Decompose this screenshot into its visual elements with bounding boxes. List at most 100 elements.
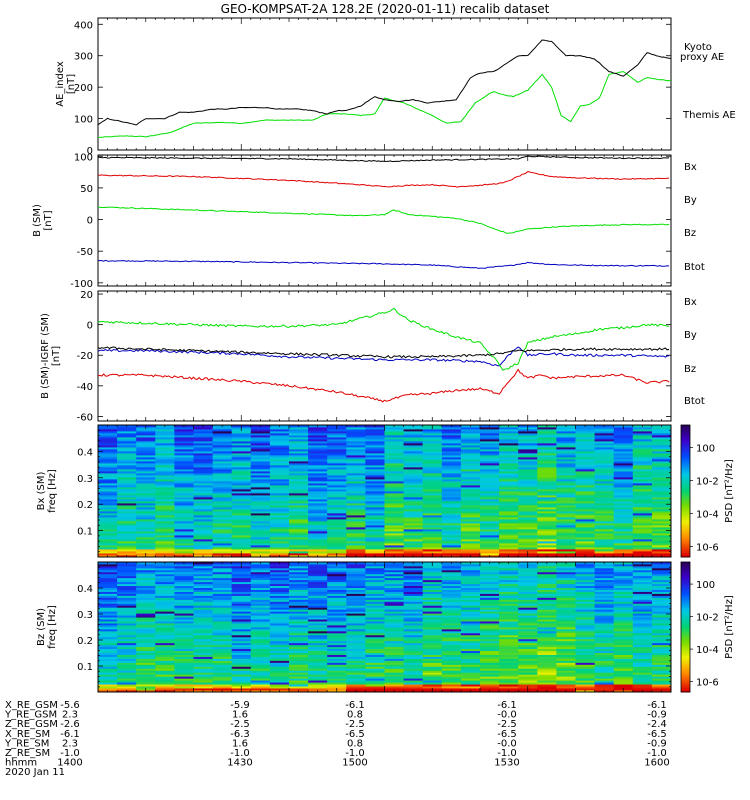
bx_spec-cell: [651, 429, 672, 432]
bz_spec-cell: [365, 603, 385, 606]
bx_spec-cell: [365, 449, 385, 452]
bz_spec-cell: [308, 593, 328, 596]
bx_spec-cell: [155, 507, 175, 510]
bz_spec-cell: [289, 660, 309, 663]
bz_spec-cell: [212, 664, 233, 667]
bz_spec-cell: [346, 674, 366, 677]
bx_spec-cell: [537, 553, 557, 556]
bz_spec-cell: [594, 591, 615, 594]
bx_spec-cell: [174, 449, 194, 452]
bx_spec-cell: [136, 457, 156, 460]
bx_spec-cell: [594, 431, 615, 434]
bx_spec-colorbar-seg: [681, 497, 690, 501]
bx_spec-cell: [632, 455, 653, 458]
bx_spec-cell: [193, 551, 214, 554]
bx_spec-cell: [537, 521, 557, 524]
bx_spec-cell: [422, 521, 443, 524]
bz_spec-cell: [499, 640, 519, 644]
bx_spec-cell: [480, 429, 500, 432]
bx_spec-cell: [98, 481, 118, 484]
bx_spec-cell: [98, 539, 118, 542]
bz_spec-cell: [231, 630, 252, 634]
bz_spec-cell: [308, 589, 328, 592]
bz_spec-cell: [155, 595, 175, 598]
bz_spec-cell: [327, 684, 347, 687]
bz_spec-cell: [98, 634, 118, 638]
bx_spec-cell: [613, 429, 634, 432]
bz_spec-cell: [575, 603, 596, 606]
bx_spec-cell: [117, 529, 137, 532]
bz_spec-cell: [231, 589, 252, 592]
bz_spec-cell: [174, 621, 194, 624]
bx_spec-cell: [499, 491, 519, 494]
bz_spec-colorbar-seg: [681, 646, 690, 650]
bz_spec-cell: [136, 621, 156, 624]
bx_spec-cell: [193, 523, 214, 526]
bz_spec-cell: [575, 571, 596, 575]
bx_spec-cell: [346, 503, 366, 506]
bz_spec-cell: [269, 670, 290, 673]
bx_spec-cell: [422, 517, 443, 520]
bx_spec-cell: [460, 535, 481, 538]
bz_spec-cell: [98, 571, 118, 575]
bz_spec-cell: [384, 567, 405, 571]
bz_spec-cell: [632, 662, 653, 665]
bz_spec-cell: [308, 603, 328, 606]
bz_spec-cell: [460, 579, 481, 583]
bx_spec-cell: [460, 537, 481, 540]
bz_spec-cell: [575, 660, 596, 663]
bz_spec-cell: [422, 640, 443, 644]
bz_spec-cell: [174, 577, 194, 581]
bx_spec-cell: [136, 451, 156, 454]
bx_spec-cell: [651, 513, 672, 516]
bz_spec-cell: [346, 567, 366, 571]
bx_spec-cell: [346, 431, 366, 434]
bx_spec-cell: [575, 529, 596, 532]
bz_spec-cell: [327, 569, 347, 573]
bz_spec-cell: [269, 623, 290, 626]
bx_spec-cell: [441, 447, 462, 450]
bx_spec-cell: [594, 511, 615, 514]
bx_spec-cell: [308, 437, 328, 440]
bx_spec-cell: [613, 509, 634, 512]
bx_spec-cell: [441, 427, 462, 430]
bx_spec-cell: [212, 551, 233, 554]
bx_spec-cell: [575, 453, 596, 456]
bz_spec-cell: [365, 617, 385, 620]
bx_spec-cell: [422, 513, 443, 516]
bz_spec-cell: [269, 571, 290, 575]
b_sm-series-bx: [97, 259, 670, 269]
bx_spec-cell: [499, 479, 519, 482]
bx_spec-cell: [212, 433, 233, 436]
bx_spec-cell: [269, 461, 290, 464]
bx_spec-cell: [155, 439, 175, 442]
bx_spec-cell: [346, 487, 366, 490]
bz_spec-cell: [308, 617, 328, 620]
bz_spec-cell: [117, 680, 137, 683]
bz_spec-colorbar-seg: [681, 640, 690, 643]
bz_spec-cell: [632, 563, 653, 567]
bx_spec-cell: [441, 497, 462, 500]
ephem-value: -6.1: [647, 700, 667, 711]
bz_spec-cell: [98, 615, 118, 618]
b_igrf-ylabel: [nT]: [51, 346, 62, 366]
bz_spec-cell: [499, 674, 519, 677]
bx_spec-cell: [365, 535, 385, 538]
bz_spec-cell: [537, 650, 557, 654]
bx_spec-cell: [403, 551, 424, 554]
bx_spec-cell: [98, 483, 118, 486]
bz_spec-cell: [98, 632, 118, 636]
bz_spec-cell: [346, 656, 366, 659]
bx_spec-cell: [155, 469, 175, 472]
bx_spec-cell: [480, 495, 500, 498]
bz_spec-cell: [155, 640, 175, 644]
bx_spec-cell: [174, 435, 194, 438]
bx_spec-cell: [422, 481, 443, 484]
bx_spec-cell: [346, 513, 366, 516]
bz_spec-cell: [537, 680, 557, 683]
bx_spec-cell: [269, 521, 290, 524]
bx_spec-cell: [98, 449, 118, 452]
bx_spec-cell: [499, 485, 519, 488]
bz_spec-cell: [499, 654, 519, 657]
bx_spec-cell: [651, 431, 672, 434]
